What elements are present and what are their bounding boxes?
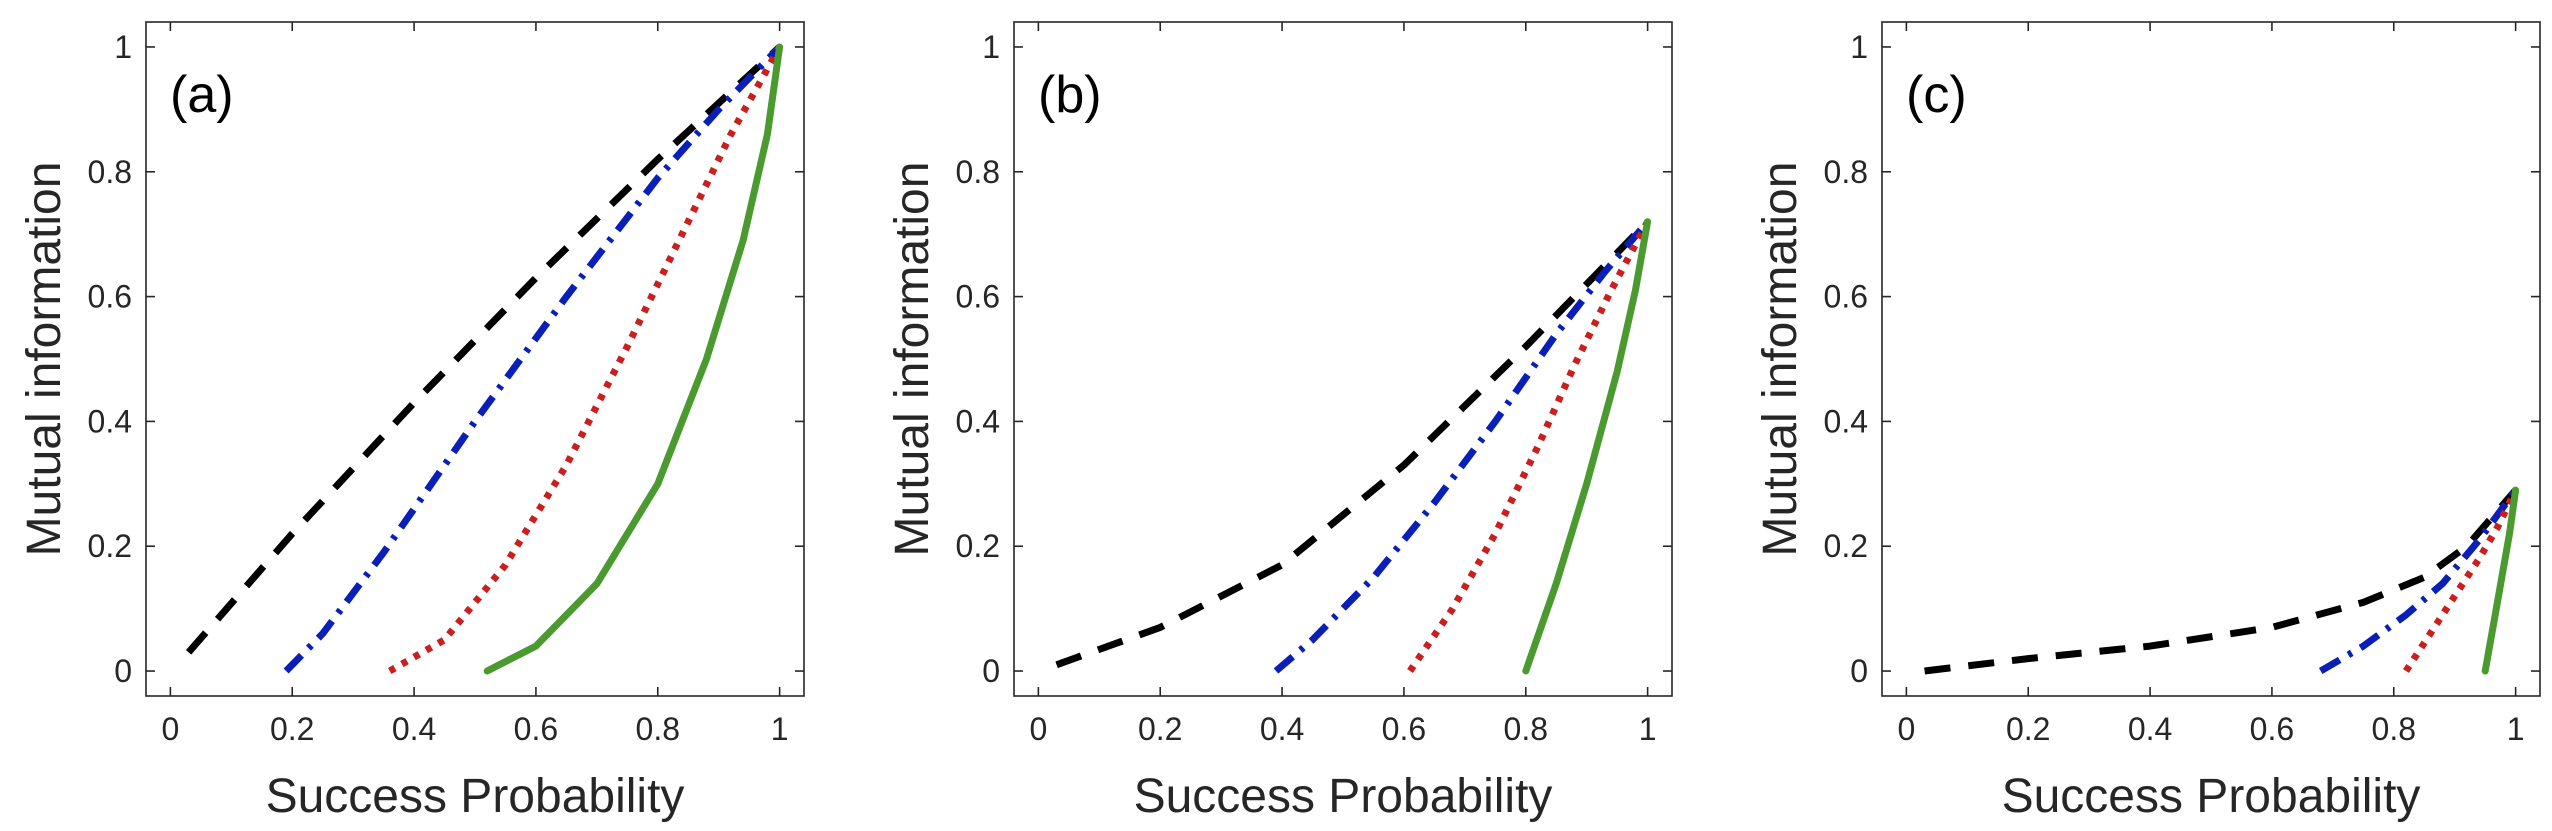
- series-blue-dash-dot: [2318, 488, 2519, 675]
- x-tick-label: 0.8: [636, 711, 680, 747]
- panel-c: 0 0.2 0.4 0.6 0.8 1 0 0.2 0.4 0.6 0.8 1 Success Prob…: [1754, 21, 2541, 823]
- y-tick-label: 0.2: [1824, 528, 1868, 564]
- y-tick-label: 0.8: [1824, 154, 1868, 190]
- y-tick-label: 1: [114, 29, 132, 65]
- x-tick-label: 0.8: [1504, 711, 1548, 747]
- panel-label: (b): [1038, 66, 1102, 124]
- x-tick-label: 0.2: [1138, 711, 1182, 747]
- series-black-dashed: [1924, 487, 2519, 675]
- x-axis-title: Success Probability: [1134, 770, 1553, 823]
- x-tick-label: 0.6: [2250, 711, 2294, 747]
- y-axis-title: Mutual information: [1754, 162, 1807, 557]
- series-black-dashed: [1055, 219, 1651, 669]
- x-tick-label: 1: [2507, 711, 2525, 747]
- series-black-dashed: [185, 44, 782, 655]
- x-tick-label: 1: [771, 711, 789, 747]
- axes-box: [145, 21, 805, 697]
- y-tick-label: 0: [982, 653, 1000, 689]
- x-tick-label: 0.2: [2006, 711, 2050, 747]
- y-tick-label: 0.2: [88, 528, 132, 564]
- y-tick-label: 0.4: [1824, 403, 1868, 439]
- x-axis-title: Success Probability: [266, 770, 685, 823]
- x-tick-label: 0.4: [2128, 711, 2172, 747]
- y-tick-label: 0.4: [956, 403, 1000, 439]
- y-tick-label: 0.8: [88, 154, 132, 190]
- y-tick-label: 0.2: [956, 528, 1000, 564]
- y-tick-label: 0: [1850, 653, 1868, 689]
- x-tick-label: 0: [161, 711, 179, 747]
- y-tick-label: 1: [982, 29, 1000, 65]
- x-tick-label: 0: [1029, 711, 1047, 747]
- x-tick-label: 0.4: [392, 711, 436, 747]
- series-blue-dash-dot: [1273, 219, 1651, 674]
- y-tick-label: 0.6: [956, 279, 1000, 315]
- axes-box: [1013, 21, 1673, 697]
- panel-label: (c): [1906, 66, 1967, 124]
- y-tick-label: 0: [114, 653, 132, 689]
- y-tick-label: 0.6: [1824, 279, 1868, 315]
- panel-a: 0 0.2 0.4 0.6 0.8 1 0 0.2 0.4 0.6 0.8 1 Success Prob…: [18, 21, 805, 823]
- series-green-solid: [483, 43, 784, 675]
- series-green-solid: [1522, 218, 1652, 675]
- y-axis-title: Mutual information: [18, 162, 71, 557]
- x-tick-label: 0.2: [270, 711, 314, 747]
- x-tick-label: 0.6: [514, 711, 558, 747]
- x-tick-label: 0.8: [2372, 711, 2416, 747]
- series-green-solid: [2481, 486, 2520, 675]
- y-axis-title: Mutual information: [886, 162, 939, 557]
- y-tick-label: 0.4: [88, 403, 132, 439]
- x-tick-label: 0.4: [1260, 711, 1304, 747]
- axes-box: [1881, 21, 2541, 697]
- x-tick-label: 0: [1897, 711, 1915, 747]
- x-tick-label: 1: [1639, 711, 1657, 747]
- x-axis-title: Success Probability: [2002, 770, 2421, 823]
- series-red-dotted: [387, 45, 783, 675]
- x-tick-label: 0.6: [1382, 711, 1426, 747]
- series-blue-dash-dot: [283, 44, 783, 674]
- y-tick-label: 0.6: [88, 279, 132, 315]
- series-red-dotted: [1407, 220, 1651, 673]
- panel-label: (a): [170, 66, 234, 124]
- y-tick-label: 1: [1850, 29, 1868, 65]
- panel-b: 0 0.2 0.4 0.6 0.8 1 0 0.2 0.4 0.6 0.8 1 Success Prob…: [886, 21, 1673, 823]
- y-tick-label: 0.8: [956, 154, 1000, 190]
